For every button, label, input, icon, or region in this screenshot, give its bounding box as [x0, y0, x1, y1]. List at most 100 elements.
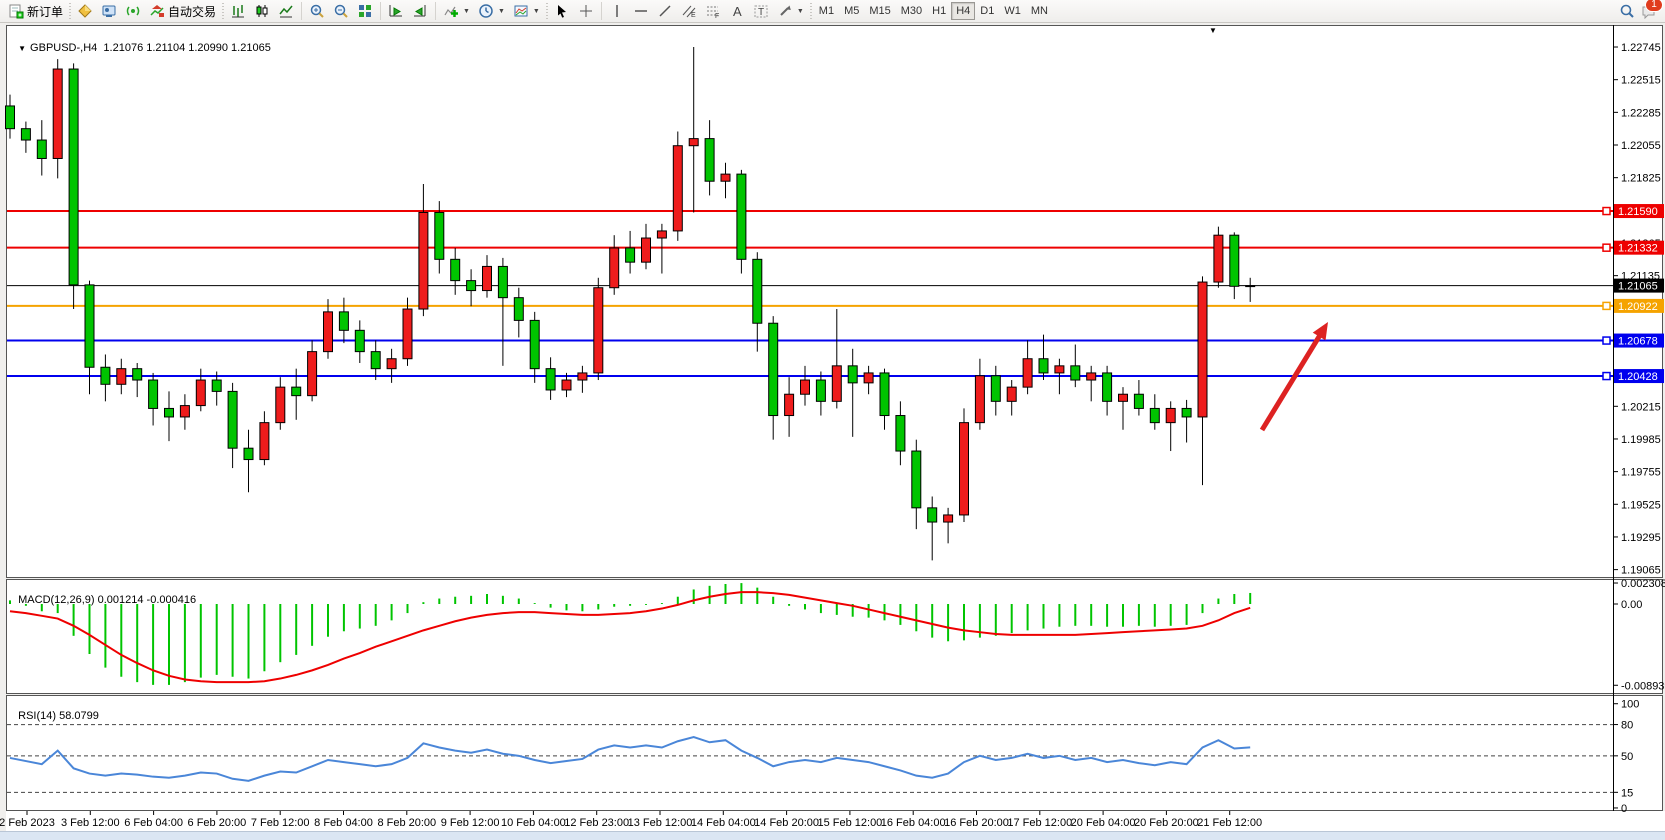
time-tick-label: 10 Feb 04:00 — [501, 817, 566, 829]
time-tick-label: 14 Feb 04:00 — [691, 817, 756, 829]
line-end-marker[interactable] — [1602, 301, 1611, 311]
notifications-icon[interactable]: 1 — [1641, 0, 1663, 20]
time-axis[interactable] — [6, 811, 1665, 831]
timeframe-m30-button[interactable]: M30 — [896, 2, 927, 20]
autotrading-button[interactable]: 自动交易 — [145, 1, 220, 21]
candle-up — [195, 379, 206, 407]
candle-down — [100, 366, 111, 385]
candle-up — [577, 372, 588, 381]
symbol-dropdown-icon[interactable]: ▼ — [18, 44, 27, 53]
svg-text:T: T — [758, 7, 764, 18]
candle-up — [402, 308, 413, 360]
trend-arrow-shaft[interactable] — [1259, 329, 1325, 432]
bar-chart-button[interactable] — [226, 1, 250, 21]
candle-down — [529, 319, 540, 370]
trendline-button[interactable] — [653, 1, 677, 21]
candle-up — [1006, 386, 1017, 402]
price-scale[interactable] — [1615, 25, 1665, 811]
toolbar: 新订单 自动交易 — [0, 0, 1665, 23]
text-label-button[interactable]: T — [749, 1, 773, 21]
bar-chart-icon — [230, 3, 246, 19]
fibonacci-button[interactable]: F — [701, 1, 725, 21]
candle-down — [879, 372, 890, 417]
price-line-label-bg — [1614, 240, 1664, 255]
time-tick-label: 2 Feb 2023 — [0, 817, 55, 829]
toolbar-grip — [69, 3, 72, 19]
candle-down — [736, 173, 747, 260]
market-watch-button[interactable] — [73, 1, 97, 21]
main-chart-panel[interactable] — [6, 25, 1663, 578]
tile-windows-icon — [357, 3, 373, 19]
candle-up — [943, 514, 954, 523]
time-tick-label: 21 Feb 12:00 — [1197, 817, 1262, 829]
macd-panel[interactable] — [6, 579, 1663, 694]
vertical-line-button[interactable] — [605, 1, 629, 21]
candlestick-chart-button[interactable] — [250, 1, 274, 21]
candle-up — [179, 405, 190, 418]
indicators-button[interactable]: ▼ — [439, 1, 474, 21]
timeframe-m15-button[interactable]: M15 — [864, 2, 895, 20]
cursor-arrow-icon — [554, 3, 570, 19]
timeframe-h1-button[interactable]: H1 — [927, 2, 951, 20]
toolbar-separator — [600, 2, 602, 20]
candle-up — [641, 237, 651, 263]
price-line-label: 1.21332 — [1618, 243, 1658, 255]
symbol-timeframe-label: GBPUSD-,H4 — [30, 42, 98, 54]
candle-down — [1149, 407, 1160, 424]
price-tick-label: 1.19985 — [1621, 434, 1661, 446]
tile-windows-button[interactable] — [353, 1, 377, 21]
timeframe-mn-button[interactable]: MN — [1026, 2, 1053, 20]
text-a-icon: A — [729, 3, 745, 19]
time-tick-label: 8 Feb 20:00 — [377, 817, 436, 829]
line-chart-button[interactable] — [274, 1, 298, 21]
candle-down — [1181, 407, 1192, 418]
candle-down — [911, 450, 922, 509]
auto-scroll-button[interactable] — [384, 1, 408, 21]
rsi-panel[interactable] — [6, 695, 1663, 811]
line-end-marker[interactable] — [1602, 336, 1611, 345]
price-line-label-bg — [1614, 278, 1664, 293]
chevron-down-icon: ▼ — [796, 7, 804, 15]
trend-arrow-head[interactable] — [1312, 322, 1328, 341]
text-button[interactable]: A — [725, 1, 749, 21]
candle-up — [1086, 372, 1097, 381]
autotrading-icon — [149, 3, 165, 19]
line-end-marker[interactable] — [1602, 371, 1611, 381]
line-end-marker[interactable] — [1602, 243, 1611, 252]
chart-shift-button[interactable] — [408, 1, 432, 21]
navigator-button[interactable] — [97, 1, 121, 21]
toolbar-grip — [222, 3, 225, 19]
timeframe-m1-button[interactable]: M1 — [814, 2, 839, 20]
equidistant-channel-button[interactable]: E — [677, 1, 701, 21]
signals-button[interactable] — [121, 1, 145, 21]
timeframe-w1-button[interactable]: W1 — [999, 2, 1026, 20]
time-tick-label: 16 Feb 20:00 — [944, 817, 1009, 829]
candle-up — [720, 173, 731, 182]
line-end-marker[interactable] — [1602, 206, 1611, 216]
toolbar-separator — [301, 2, 303, 20]
arrows-button[interactable]: ▼ — [773, 1, 808, 21]
search-icon[interactable] — [1619, 3, 1635, 19]
templates-button[interactable]: ▼ — [509, 1, 544, 21]
candlestick-chart-icon — [254, 3, 270, 19]
timeframe-h4-button[interactable]: H4 — [951, 2, 976, 20]
timeframe-d1-button[interactable]: D1 — [975, 2, 999, 20]
crosshair-button[interactable] — [574, 1, 598, 21]
horizontal-line-button[interactable] — [629, 1, 653, 21]
candle-up — [1118, 393, 1128, 402]
cursor-button[interactable] — [550, 1, 574, 21]
chevron-down-icon: ▼ — [463, 7, 470, 15]
zoom-in-button[interactable] — [305, 1, 329, 21]
candle-up — [1245, 285, 1256, 288]
periods-button[interactable]: ▼ — [474, 1, 509, 21]
zoom-out-icon — [333, 3, 349, 19]
price-tick-label: 1.19295 — [1621, 532, 1661, 544]
chart-menu-arrow-icon[interactable]: ▼ — [1209, 26, 1217, 35]
time-tick-label: 13 Feb 12:00 — [628, 817, 693, 829]
candle-down — [84, 284, 95, 368]
candle-down — [497, 265, 508, 299]
fibonacci-icon: F — [705, 3, 721, 20]
new-order-button[interactable]: 新订单 — [4, 1, 67, 21]
zoom-out-button[interactable] — [329, 1, 353, 21]
timeframe-m5-button[interactable]: M5 — [839, 2, 864, 20]
